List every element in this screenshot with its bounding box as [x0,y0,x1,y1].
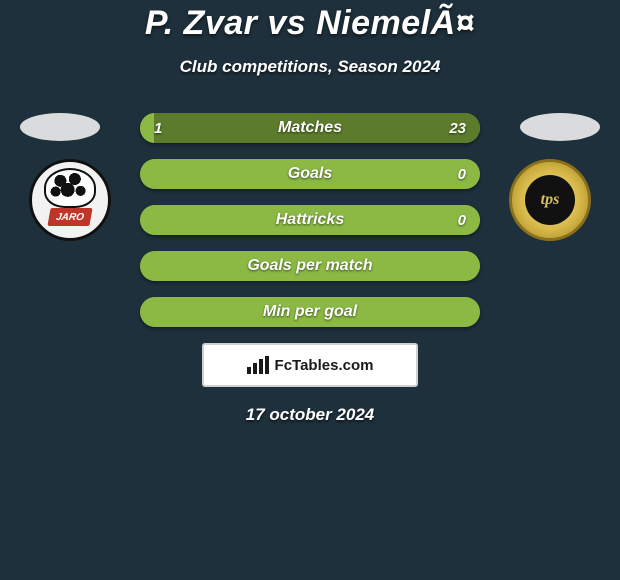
bar-fill-full [140,205,480,235]
bar-fill-right [154,113,480,143]
badge-left-label: JARO [47,208,92,226]
club-badge-right: tps [500,157,600,243]
stat-bar: Goals0 [140,159,480,189]
stat-bar: Goals per match [140,251,480,281]
stat-bar: Matches123 [140,113,480,143]
player-silhouette-right [520,113,600,141]
stat-bar: Hattricks0 [140,205,480,235]
date-text: 17 october 2024 [0,405,620,425]
bars-column: Matches123Goals0Hattricks0Goals per matc… [140,113,480,327]
club-badge-left: JARO [20,157,120,243]
bar-value-right: 0 [444,159,480,189]
stat-bar: Min per goal [140,297,480,327]
bar-fill-full [140,251,480,281]
bar-chart-icon [247,356,269,374]
bar-fill-full [140,159,480,189]
infographic-content: P. Zvar vs NiemelÃ¤ Club competitions, S… [0,0,620,425]
watermark-box: FcTables.com [202,343,418,387]
player-silhouette-left [20,113,100,141]
page-title: P. Zvar vs NiemelÃ¤ [0,4,620,43]
soccer-ball-icon [44,168,96,208]
badge-right-circle: tps [509,159,591,241]
bar-value-left: 1 [140,113,176,143]
badge-left-circle: JARO [29,159,111,241]
watermark-text: FcTables.com [275,357,374,374]
subtitle: Club competitions, Season 2024 [0,57,620,77]
badge-right-label: tps [525,175,575,225]
comparison-area: JARO tps Matches123Goals0Hattricks0Goals… [0,113,620,327]
bar-value-right: 23 [435,113,480,143]
bar-value-right: 0 [444,205,480,235]
bar-fill-full [140,297,480,327]
